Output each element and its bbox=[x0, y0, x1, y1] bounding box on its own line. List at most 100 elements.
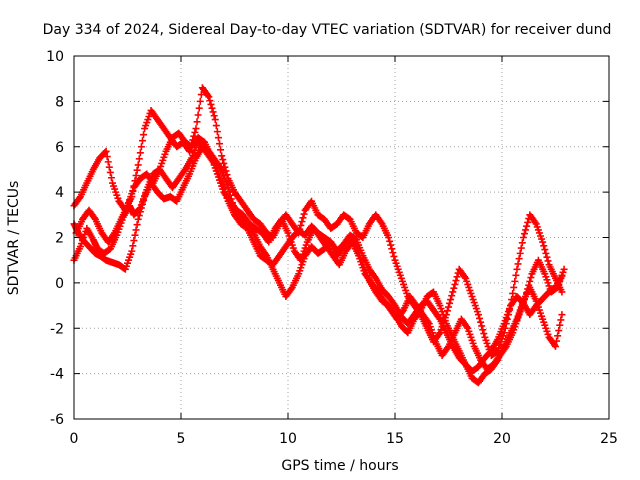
data-point bbox=[447, 296, 455, 304]
data-point bbox=[435, 330, 443, 338]
data-point bbox=[511, 277, 519, 285]
data-point bbox=[560, 265, 568, 273]
data-point bbox=[453, 273, 461, 281]
data-point bbox=[504, 311, 512, 319]
data-point bbox=[390, 252, 398, 260]
y-tick-label: -2 bbox=[50, 321, 64, 337]
data-point bbox=[195, 104, 203, 112]
data-point bbox=[216, 140, 224, 148]
data-point bbox=[424, 318, 432, 326]
data-point bbox=[218, 152, 226, 160]
data-point bbox=[448, 292, 456, 300]
data-point bbox=[297, 221, 305, 229]
data-point bbox=[223, 171, 231, 179]
data-point bbox=[522, 292, 530, 300]
data-point bbox=[287, 285, 295, 293]
data-point bbox=[193, 118, 201, 126]
data-point bbox=[214, 134, 222, 142]
data-point bbox=[295, 229, 303, 237]
data-point bbox=[300, 210, 308, 218]
data-point bbox=[299, 214, 307, 222]
data-point bbox=[542, 249, 550, 257]
data-point bbox=[75, 194, 83, 202]
data-point bbox=[544, 257, 552, 265]
data-point bbox=[558, 311, 566, 319]
data-point bbox=[128, 247, 136, 255]
data-point bbox=[191, 128, 199, 136]
data-point bbox=[461, 273, 469, 281]
y-tick-label: 10 bbox=[46, 49, 64, 65]
y-axis-title: SDTVAR / TECUs bbox=[6, 181, 22, 296]
data-point bbox=[389, 249, 397, 257]
data-point bbox=[222, 167, 230, 175]
data-point bbox=[194, 111, 202, 119]
data-point bbox=[524, 285, 532, 293]
data-point bbox=[107, 174, 115, 182]
data-point bbox=[480, 330, 488, 338]
data-point bbox=[512, 271, 520, 279]
data-point bbox=[527, 274, 535, 282]
data-point bbox=[133, 166, 141, 174]
data-point bbox=[513, 265, 521, 273]
data-point bbox=[517, 244, 525, 252]
data-point bbox=[446, 299, 454, 307]
data-point bbox=[518, 239, 526, 247]
data-point bbox=[133, 221, 141, 229]
data-point bbox=[196, 97, 204, 105]
data-point bbox=[136, 149, 144, 157]
series-track-d bbox=[72, 129, 568, 373]
x-tick-label: 5 bbox=[177, 431, 186, 447]
data-point bbox=[134, 161, 142, 169]
data-point bbox=[531, 218, 539, 226]
data-point bbox=[103, 153, 111, 161]
data-point bbox=[217, 146, 225, 154]
data-point bbox=[386, 237, 394, 245]
x-axis-title: GPS time / hours bbox=[281, 458, 398, 474]
data-point bbox=[478, 322, 486, 330]
data-point bbox=[296, 225, 304, 233]
data-point bbox=[524, 218, 532, 226]
y-tick-label: 2 bbox=[55, 231, 64, 247]
data-point bbox=[90, 214, 98, 222]
data-point bbox=[501, 344, 509, 352]
data-point bbox=[508, 296, 516, 304]
data-point bbox=[186, 147, 194, 155]
data-point bbox=[519, 234, 527, 241]
data-point bbox=[476, 314, 484, 322]
data-point bbox=[262, 250, 270, 258]
data-point bbox=[209, 108, 217, 116]
data-point bbox=[205, 93, 213, 101]
data-point bbox=[104, 158, 112, 166]
data-point bbox=[445, 303, 452, 311]
data-point bbox=[388, 245, 396, 253]
data-point bbox=[556, 321, 564, 329]
data-point bbox=[550, 341, 558, 349]
data-point bbox=[140, 196, 148, 204]
data-point bbox=[138, 137, 146, 145]
data-point bbox=[135, 155, 143, 163]
data-point bbox=[298, 218, 306, 226]
data-point bbox=[137, 143, 145, 151]
data-point bbox=[192, 125, 200, 133]
data-point bbox=[137, 204, 145, 212]
data-point bbox=[134, 215, 142, 223]
data-point bbox=[522, 226, 530, 234]
series-track-c bbox=[70, 84, 566, 359]
data-point bbox=[543, 253, 551, 261]
data-point bbox=[204, 91, 212, 99]
data-point bbox=[507, 302, 515, 310]
data-point bbox=[479, 326, 487, 334]
data-point bbox=[541, 246, 549, 254]
data-point bbox=[450, 284, 458, 292]
data-point bbox=[207, 100, 215, 108]
data-point bbox=[206, 97, 214, 105]
y-tick-label: 0 bbox=[55, 276, 64, 292]
y-tick-label: -6 bbox=[50, 412, 64, 428]
data-point bbox=[442, 311, 450, 319]
data-point bbox=[106, 168, 114, 176]
data-point bbox=[132, 171, 140, 179]
data-point bbox=[552, 342, 559, 350]
data-point bbox=[477, 318, 485, 326]
x-tick-label: 15 bbox=[386, 431, 404, 447]
data-point bbox=[553, 337, 561, 345]
